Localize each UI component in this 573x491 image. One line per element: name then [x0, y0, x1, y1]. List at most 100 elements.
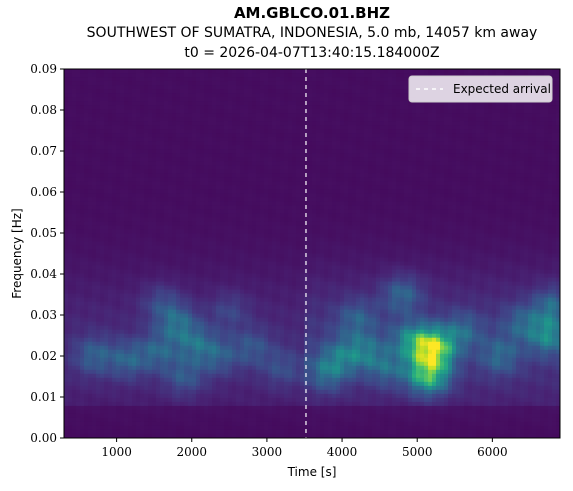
- heatmap-cell: [304, 105, 309, 110]
- heatmap-cell: [452, 181, 457, 186]
- heatmap-cell: [104, 205, 109, 210]
- heatmap-cell: [172, 89, 177, 94]
- heatmap-cell: [376, 121, 381, 126]
- heatmap-cell: [92, 153, 97, 158]
- heatmap-cell: [232, 177, 237, 182]
- heatmap-cell: [520, 217, 525, 223]
- heatmap-cell: [328, 85, 333, 90]
- heatmap-cell: [148, 69, 153, 74]
- heatmap-cell: [384, 181, 389, 186]
- heatmap-cell: [184, 121, 189, 126]
- heatmap-cell: [188, 153, 193, 158]
- heatmap-cell: [228, 145, 233, 150]
- heatmap-cell: [216, 141, 221, 146]
- heatmap-cell: [176, 205, 181, 210]
- heatmap-cell: [196, 161, 201, 166]
- heatmap-cell: [332, 85, 337, 90]
- heatmap-cell: [184, 149, 189, 154]
- heatmap-cell: [300, 73, 305, 78]
- heatmap-cell: [120, 145, 125, 150]
- heatmap-cell: [128, 193, 133, 198]
- heatmap-cell: [264, 137, 269, 142]
- heatmap-cell: [344, 161, 349, 166]
- heatmap-cell: [88, 141, 93, 146]
- heatmap-cell: [84, 201, 89, 206]
- heatmap-cell: [80, 213, 85, 218]
- heatmap-cell: [108, 109, 113, 114]
- heatmap-cell: [404, 197, 409, 202]
- heatmap-cell: [100, 217, 105, 223]
- heatmap-cell: [316, 97, 321, 102]
- heatmap-cell: [180, 93, 185, 98]
- heatmap-cell: [444, 133, 449, 138]
- heatmap-cell: [300, 217, 305, 223]
- heatmap-cell: [320, 217, 325, 223]
- heatmap-cell: [224, 117, 229, 122]
- heatmap-cell: [220, 217, 225, 223]
- heatmap-cell: [172, 121, 177, 126]
- heatmap-cell: [376, 149, 381, 154]
- heatmap-cell: [204, 161, 209, 166]
- heatmap-cell: [132, 93, 137, 98]
- heatmap-cell: [148, 169, 153, 174]
- heatmap-cell: [80, 193, 85, 198]
- heatmap-cell: [240, 213, 245, 218]
- heatmap-cell: [72, 229, 77, 235]
- heatmap-cell: [120, 101, 125, 106]
- heatmap-cell: [116, 133, 121, 138]
- heatmap-cell: [156, 221, 161, 227]
- heatmap-cell: [264, 93, 269, 98]
- heatmap-cell: [256, 73, 261, 78]
- heatmap-cell: [232, 209, 237, 214]
- heatmap-cell: [524, 189, 529, 194]
- heatmap-cell: [208, 101, 213, 106]
- heatmap-cell: [460, 193, 465, 198]
- heatmap-cell: [488, 189, 493, 194]
- heatmap-cell: [192, 181, 197, 186]
- heatmap-cell: [160, 149, 165, 154]
- heatmap-cell: [400, 77, 405, 82]
- heatmap-cell: [128, 129, 133, 134]
- heatmap-cell: [140, 205, 145, 210]
- heatmap-cell: [376, 169, 381, 174]
- heatmap-cell: [228, 141, 233, 146]
- heatmap-cell: [164, 193, 169, 198]
- heatmap-cell: [396, 221, 401, 227]
- heatmap-cell: [292, 89, 297, 94]
- heatmap-cell: [468, 165, 473, 170]
- heatmap-cell: [152, 117, 157, 122]
- heatmap-cell: [320, 121, 325, 126]
- heatmap-cell: [244, 105, 249, 110]
- heatmap-cell: [128, 197, 133, 202]
- heatmap-cell: [356, 209, 361, 214]
- heatmap-cell: [72, 125, 77, 130]
- heatmap-cell: [140, 145, 145, 150]
- heatmap-cell: [92, 109, 97, 114]
- heatmap-cell: [84, 189, 89, 194]
- heatmap-cell: [224, 193, 229, 198]
- heatmap-cell: [388, 129, 393, 134]
- heatmap-cell: [64, 205, 69, 210]
- heatmap-cell: [336, 93, 341, 98]
- heatmap-cell: [88, 77, 93, 82]
- heatmap-cell: [192, 81, 197, 86]
- heatmap-cell: [488, 213, 493, 218]
- heatmap-cell: [124, 149, 129, 154]
- heatmap-cell: [408, 193, 413, 198]
- heatmap-cell: [472, 157, 477, 162]
- heatmap-cell: [244, 101, 249, 106]
- heatmap-cell: [132, 153, 137, 158]
- heatmap-cell: [240, 85, 245, 90]
- heatmap-cell: [372, 153, 377, 158]
- heatmap-cell: [556, 189, 560, 194]
- heatmap-cell: [116, 109, 121, 114]
- heatmap-cell: [64, 89, 69, 94]
- heatmap-cell: [464, 157, 469, 162]
- heatmap-cell: [256, 181, 261, 186]
- heatmap-cell: [488, 145, 493, 150]
- heatmap-cell: [140, 137, 145, 142]
- heatmap-cell: [232, 153, 237, 158]
- heatmap-cell: [440, 225, 445, 231]
- heatmap-cell: [480, 105, 485, 110]
- heatmap-cell: [84, 121, 89, 126]
